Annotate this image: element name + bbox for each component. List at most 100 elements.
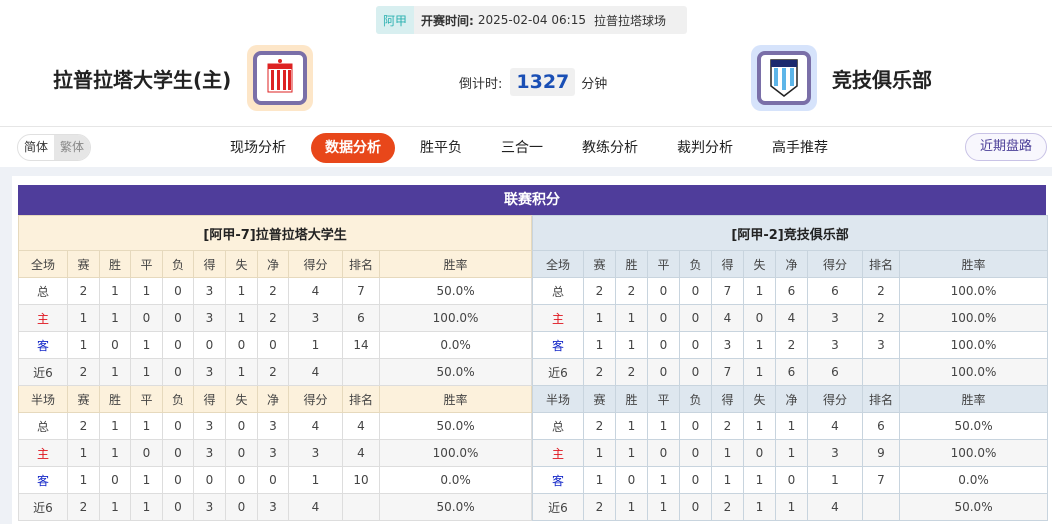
- away-team-logo[interactable]: [751, 45, 817, 111]
- cell: 1: [615, 439, 648, 467]
- row-label: 近6: [532, 493, 584, 521]
- cell: 100.0%: [378, 304, 533, 332]
- cell: 0: [647, 439, 680, 467]
- lang-traditional[interactable]: 繁体: [54, 135, 91, 160]
- cell: 1: [615, 493, 648, 521]
- cell: 3: [711, 331, 744, 359]
- column-header: 得分: [807, 385, 863, 413]
- tab-1[interactable]: 数据分析: [311, 133, 395, 163]
- cell: 4: [807, 412, 863, 440]
- half-header-row: 半场赛胜平负得失净得分 排名 胜率: [18, 385, 533, 413]
- cell: 3: [193, 277, 226, 305]
- tab-6[interactable]: 高手推荐: [772, 140, 828, 156]
- tab-2[interactable]: 胜平负: [420, 140, 462, 156]
- cell: 6: [775, 358, 808, 386]
- cell: 1: [225, 304, 258, 332]
- column-header: 失: [225, 250, 258, 278]
- cell: 50.0%: [898, 412, 1049, 440]
- racing-crest-icon: [770, 59, 798, 97]
- column-header: 排名: [342, 385, 380, 413]
- cell: 3: [288, 439, 343, 467]
- cell: 1: [743, 331, 776, 359]
- cell: 1: [711, 466, 744, 494]
- cell: 4: [288, 412, 343, 440]
- cell: 4: [288, 493, 343, 521]
- cell: 1: [615, 304, 648, 332]
- cell: 0.0%: [378, 331, 533, 359]
- cell: 1: [775, 493, 808, 521]
- cell: 0: [257, 466, 289, 494]
- home-team-name[interactable]: 拉普拉塔大学生(主): [53, 68, 232, 92]
- cell: 1: [130, 358, 163, 386]
- table-row: 主 1 1 0 0 4 0 4 3 2 100.0%: [532, 304, 1049, 332]
- column-header: 净: [775, 250, 808, 278]
- column-header: 失: [743, 250, 776, 278]
- stadium: 拉普拉塔球场: [593, 13, 666, 28]
- cell: 0: [193, 466, 226, 494]
- table-row: 近6 2 1 1 0 3 1 2 4 50.0%: [18, 358, 533, 386]
- row-label: 客: [532, 466, 584, 494]
- column-header: 胜: [615, 385, 648, 413]
- cell: 0.0%: [898, 466, 1049, 494]
- match-info: 阿甲 开赛时间: 2025-02-04 06:15 拉普拉塔球场: [376, 6, 687, 34]
- tab-4[interactable]: 教练分析: [582, 140, 638, 156]
- cell: 0: [225, 331, 258, 359]
- column-header: 净: [257, 250, 289, 278]
- cell: 0: [679, 439, 712, 467]
- cell: 2: [711, 493, 744, 521]
- cell: 0: [679, 331, 712, 359]
- cell: 0: [162, 277, 194, 305]
- cell: 2: [257, 277, 289, 305]
- lang-simplified[interactable]: 简体: [24, 140, 49, 154]
- kickoff-time: 2025-02-04 06:15: [477, 13, 586, 27]
- cell: 0: [647, 331, 680, 359]
- cell: 3: [807, 439, 863, 467]
- cell: 2: [67, 493, 100, 521]
- cell: 3: [807, 304, 863, 332]
- cell: 2: [862, 304, 900, 332]
- cell: 0: [162, 439, 194, 467]
- away-team-name[interactable]: 竞技俱乐部: [832, 68, 932, 92]
- cell: 1: [99, 304, 131, 332]
- cell: 14: [342, 331, 380, 359]
- cell: 4: [711, 304, 744, 332]
- row-label: 主: [532, 304, 584, 332]
- table-row: 总 2 1 1 0 3 1 2 4 7 50.0%: [18, 277, 533, 305]
- tab-3[interactable]: 三合一: [501, 140, 543, 156]
- cell: 0: [193, 331, 226, 359]
- home-team-logo[interactable]: [247, 45, 313, 111]
- analysis-tabs: 现场分析 数据分析 胜平负 三合一 教练分析 裁判分析 高手推荐: [216, 133, 853, 163]
- cell: [862, 493, 900, 521]
- cell: 3: [288, 304, 343, 332]
- column-header: 平: [130, 250, 163, 278]
- cell: 1: [647, 466, 680, 494]
- cell: 1: [130, 493, 163, 521]
- team-title: [阿甲-7]拉普拉塔大学生: [17, 215, 533, 251]
- table-row: 近6 2 1 1 0 3 0 3 4 50.0%: [18, 493, 533, 521]
- recent-handicap-button[interactable]: 近期盘路: [965, 133, 1047, 161]
- cell: [862, 358, 900, 386]
- cell: 6: [342, 304, 380, 332]
- column-header: 排名: [862, 250, 900, 278]
- column-header: 全场: [532, 250, 584, 278]
- team-title-row: [阿甲-7]拉普拉塔大学生: [17, 215, 533, 251]
- cell: 0: [162, 493, 194, 521]
- cell: 50.0%: [378, 412, 533, 440]
- cell: 1: [130, 466, 163, 494]
- cell: 1: [130, 277, 163, 305]
- league-badge[interactable]: 阿甲: [376, 6, 415, 34]
- cell: 7: [711, 358, 744, 386]
- row-label: 客: [18, 331, 68, 359]
- tab-0[interactable]: 现场分析: [230, 140, 286, 156]
- cell: 3: [193, 493, 226, 521]
- column-header: 得: [193, 250, 226, 278]
- cell: 4: [288, 277, 343, 305]
- cell: 3: [257, 412, 289, 440]
- cell: 1: [775, 412, 808, 440]
- column-header: 半场: [532, 385, 584, 413]
- tab-5[interactable]: 裁判分析: [677, 140, 733, 156]
- column-header: 净: [775, 385, 808, 413]
- row-label: 主: [532, 439, 584, 467]
- cell: 1: [67, 466, 100, 494]
- cell: 1: [743, 493, 776, 521]
